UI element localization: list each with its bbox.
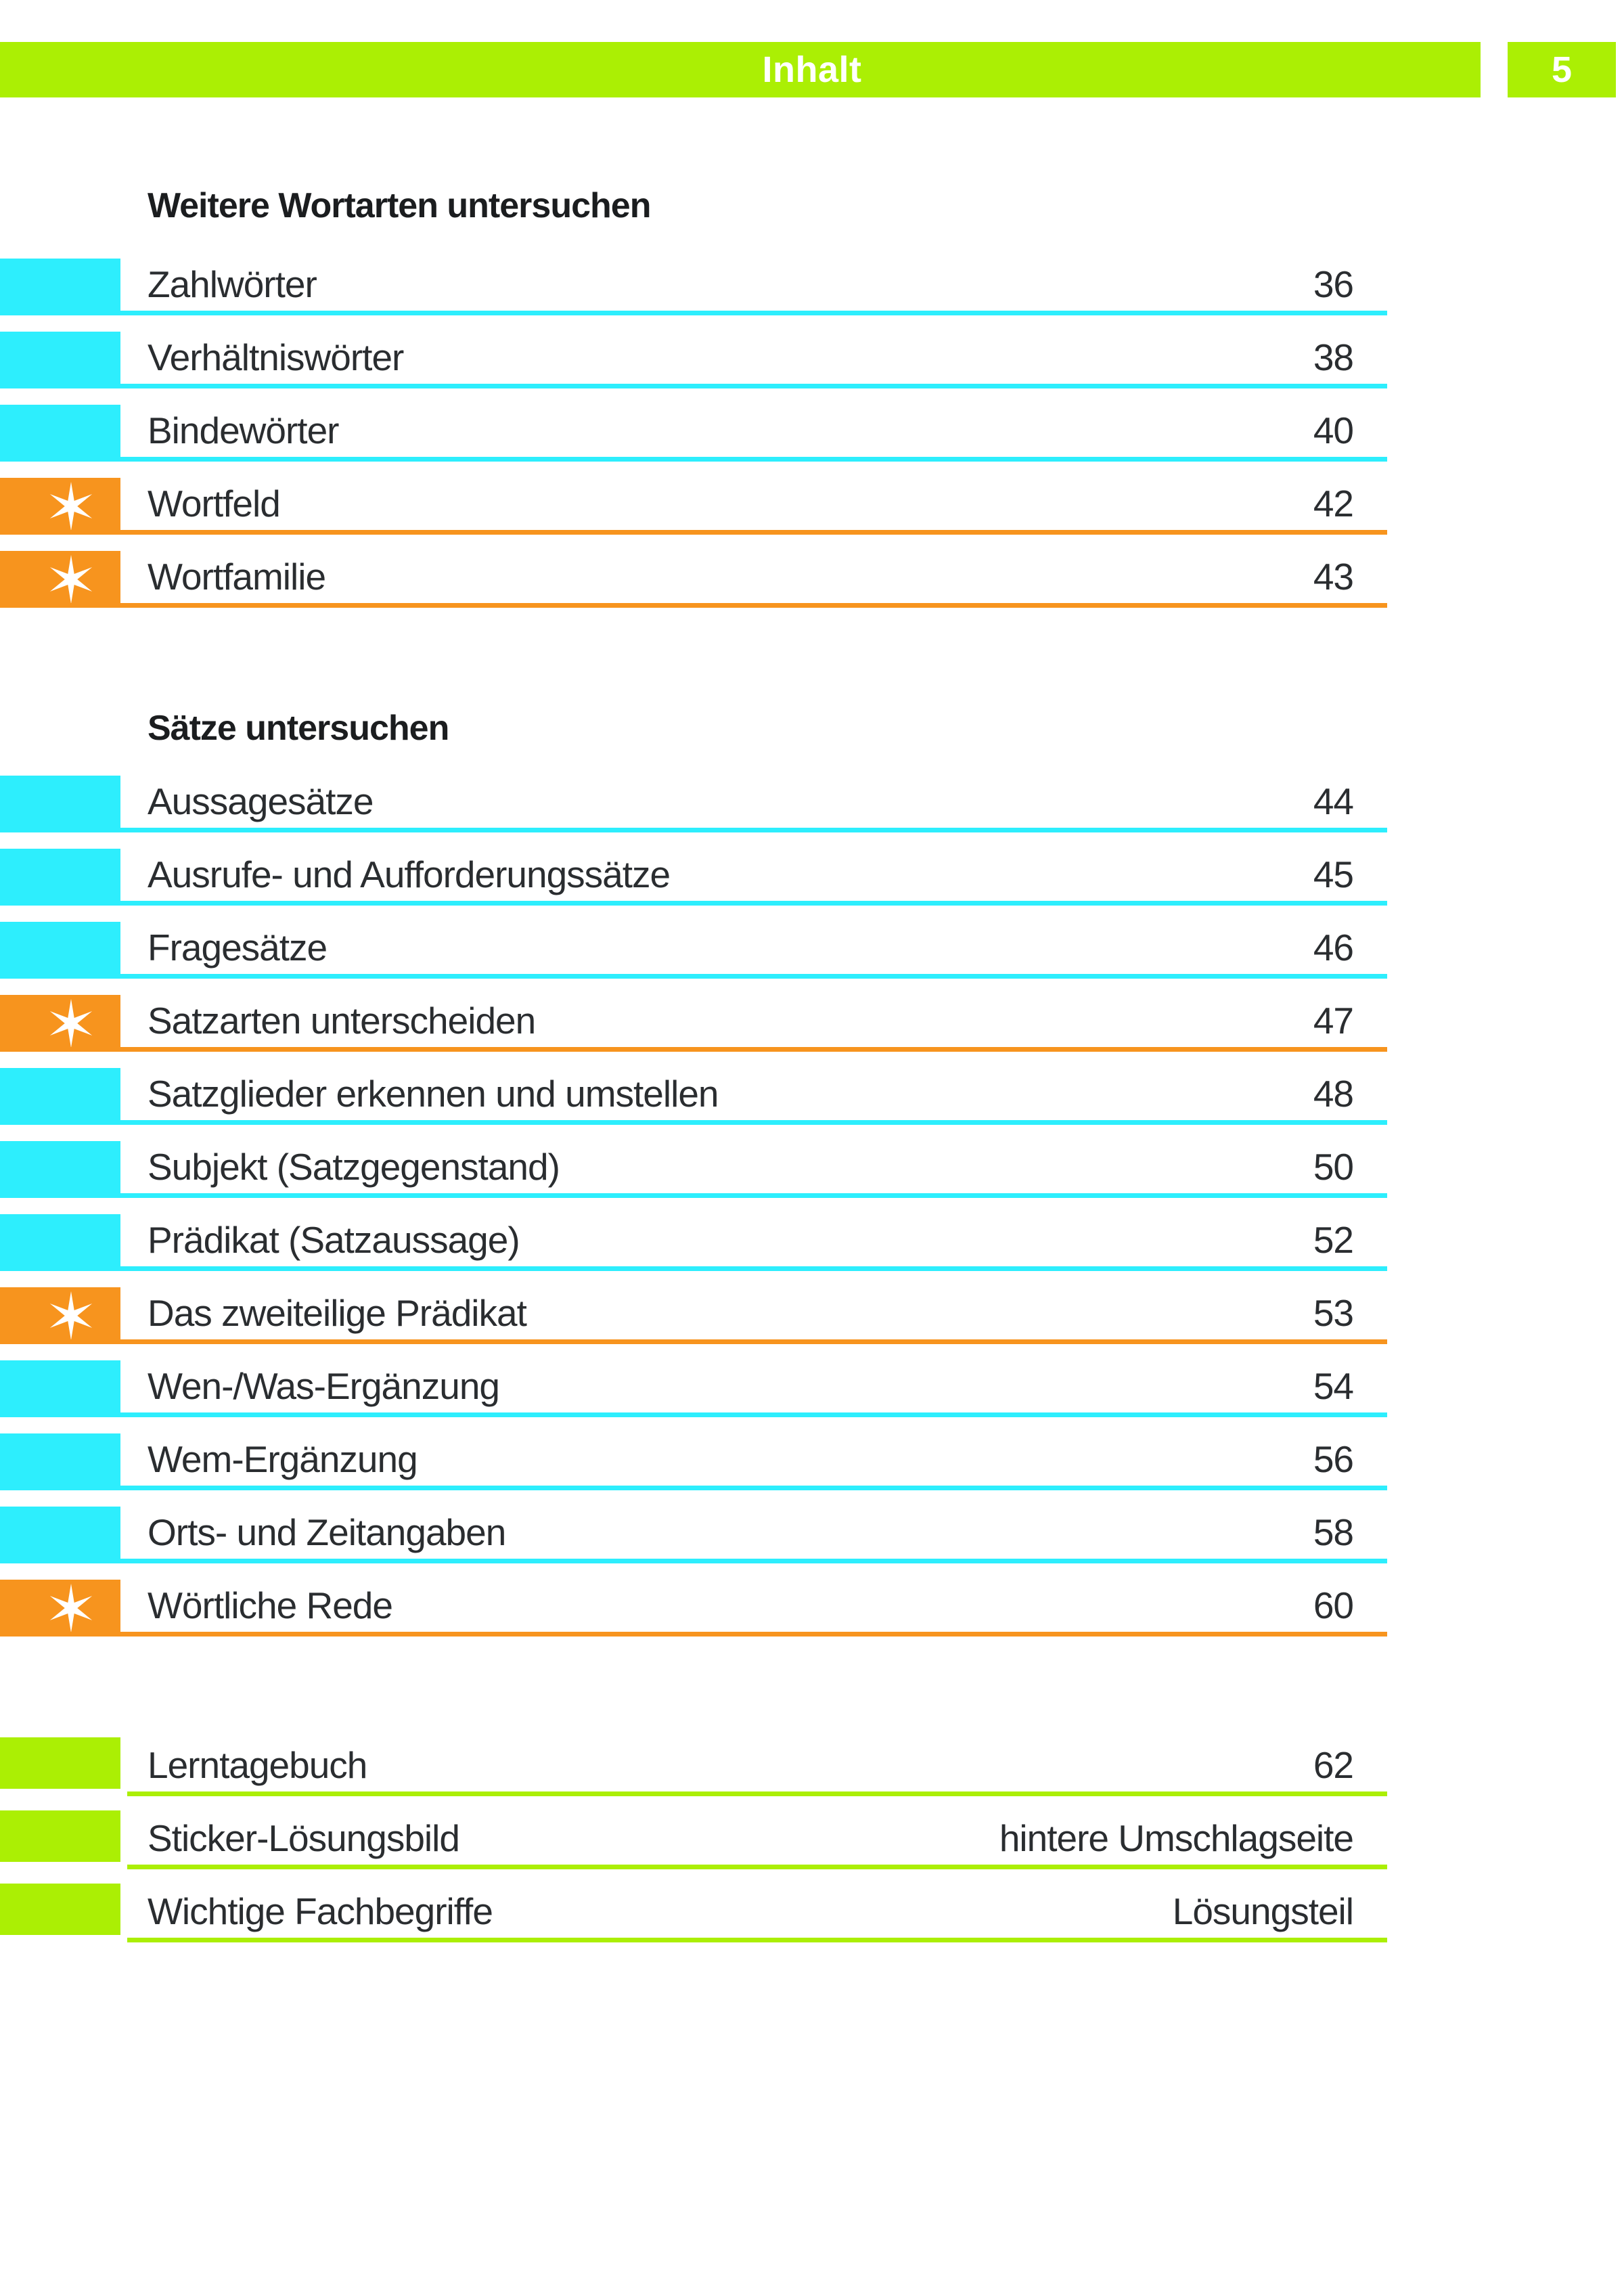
table-row: Lerntagebuch 62 bbox=[0, 1723, 1387, 1796]
row-page-number: 46 bbox=[1313, 927, 1354, 969]
row-label: Wörtliche Rede bbox=[148, 1584, 393, 1626]
row-page-number: 54 bbox=[1313, 1365, 1354, 1407]
row-label: Wem-Ergänzung bbox=[148, 1438, 418, 1480]
row-page-number: 60 bbox=[1313, 1584, 1354, 1626]
row-label: Wortfamilie bbox=[148, 556, 326, 598]
row-label: Ausrufe- und Aufforderungssätze bbox=[148, 853, 671, 895]
row-label: Orts- und Zeitangaben bbox=[148, 1511, 506, 1553]
row-page-number: 47 bbox=[1313, 1000, 1354, 1042]
table-row: Zahlwörter 36 bbox=[0, 242, 1387, 315]
row-page-number: 52 bbox=[1313, 1219, 1354, 1261]
row-label: Satzarten unterscheiden bbox=[148, 1000, 536, 1042]
table-row: Prädikat (Satzaussage) 52 bbox=[0, 1198, 1387, 1271]
row-label: Wen-/Was-Ergänzung bbox=[148, 1365, 500, 1407]
table-row: Das zweiteilige Prädikat 53 bbox=[0, 1271, 1387, 1344]
row-color-block bbox=[0, 1141, 120, 1198]
table-row: Wen-/Was-Ergänzung 54 bbox=[0, 1344, 1387, 1417]
page-number-badge: 5 bbox=[1508, 42, 1616, 97]
table-row: Satzglieder erkennen und umstellen 48 bbox=[0, 1052, 1387, 1125]
row-page-number: 50 bbox=[1313, 1146, 1354, 1188]
row-color-block bbox=[0, 332, 120, 388]
row-page-number: hintere Umschlagseite bbox=[999, 1817, 1354, 1859]
table-row: Satzarten unterscheiden 47 bbox=[0, 979, 1387, 1052]
row-color-block bbox=[0, 1810, 120, 1862]
row-color-block bbox=[0, 1737, 120, 1789]
row-color-block bbox=[0, 551, 120, 608]
table-row: Aussagesätze 44 bbox=[0, 759, 1387, 832]
row-page-number: 42 bbox=[1313, 483, 1354, 525]
row-color-block bbox=[0, 995, 120, 1052]
table-row: Wörtliche Rede 60 bbox=[0, 1563, 1387, 1637]
header-bar bbox=[0, 42, 1481, 97]
row-label: Das zweiteilige Prädikat bbox=[148, 1292, 527, 1334]
table-row: Bindewörter 40 bbox=[0, 388, 1387, 462]
row-page-number: 38 bbox=[1313, 336, 1354, 378]
table-row: Verhältniswörter 38 bbox=[0, 315, 1387, 388]
row-color-block bbox=[0, 1068, 120, 1125]
row-label: Wichtige Fachbegriffe bbox=[148, 1890, 493, 1932]
section-heading: Weitere Wortarten untersuchen bbox=[148, 186, 651, 225]
row-label: Bindewörter bbox=[148, 409, 339, 451]
row-color-block bbox=[0, 1507, 120, 1563]
star-icon bbox=[49, 1583, 93, 1633]
row-page-number: Lösungsteil bbox=[1172, 1890, 1354, 1932]
table-row: Subjekt (Satzgegenstand) 50 bbox=[0, 1125, 1387, 1198]
row-page-number: 45 bbox=[1313, 853, 1354, 895]
star-icon bbox=[49, 1291, 93, 1341]
page-title: Inhalt bbox=[762, 49, 862, 90]
table-row: Ausrufe- und Aufforderungssätze 45 bbox=[0, 832, 1387, 906]
row-page-number: 58 bbox=[1313, 1511, 1354, 1553]
row-page-number: 43 bbox=[1313, 556, 1354, 598]
row-page-number: 44 bbox=[1313, 780, 1354, 822]
section-heading: Sätze untersuchen bbox=[148, 709, 449, 748]
row-color-block bbox=[0, 478, 120, 535]
table-row: Wortfeld 42 bbox=[0, 462, 1387, 535]
star-icon bbox=[49, 481, 93, 531]
row-color-block bbox=[0, 1360, 120, 1417]
row-page-number: 40 bbox=[1313, 409, 1354, 451]
table-row: Wortfamilie 43 bbox=[0, 535, 1387, 608]
row-label: Fragesätze bbox=[148, 927, 328, 969]
row-label: Aussagesätze bbox=[148, 780, 374, 822]
row-page-number: 62 bbox=[1313, 1744, 1354, 1786]
table-row: Orts- und Zeitangaben 58 bbox=[0, 1490, 1387, 1563]
row-label: Lerntagebuch bbox=[148, 1744, 367, 1786]
row-color-block bbox=[0, 1884, 120, 1935]
row-color-block bbox=[0, 1287, 120, 1344]
row-color-block bbox=[0, 1214, 120, 1271]
row-page-number: 36 bbox=[1313, 263, 1354, 305]
table-row: Fragesätze 46 bbox=[0, 906, 1387, 979]
row-color-block bbox=[0, 405, 120, 462]
table-row: Sticker-Lösungsbild hintere Umschlagseit… bbox=[0, 1796, 1387, 1869]
row-label: Verhältniswörter bbox=[148, 336, 404, 378]
star-icon bbox=[49, 554, 93, 604]
row-page-number: 56 bbox=[1313, 1438, 1354, 1480]
row-color-block bbox=[0, 922, 120, 979]
row-label: Zahlwörter bbox=[148, 263, 317, 305]
star-icon bbox=[49, 998, 93, 1048]
row-label: Satzglieder erkennen und umstellen bbox=[148, 1073, 719, 1115]
row-color-block bbox=[0, 259, 120, 315]
row-page-number: 53 bbox=[1313, 1292, 1354, 1334]
row-color-block bbox=[0, 1433, 120, 1490]
table-row: Wem-Ergänzung 56 bbox=[0, 1417, 1387, 1490]
row-label: Prädikat (Satzaussage) bbox=[148, 1219, 520, 1261]
table-row: Wichtige Fachbegriffe Lösungsteil bbox=[0, 1869, 1387, 1942]
row-color-block bbox=[0, 776, 120, 832]
row-label: Subjekt (Satzgegenstand) bbox=[148, 1146, 560, 1188]
row-label: Wortfeld bbox=[148, 483, 281, 525]
row-page-number: 48 bbox=[1313, 1073, 1354, 1115]
row-label: Sticker-Lösungsbild bbox=[148, 1817, 460, 1859]
row-color-block bbox=[0, 1580, 120, 1637]
row-color-block bbox=[0, 849, 120, 906]
